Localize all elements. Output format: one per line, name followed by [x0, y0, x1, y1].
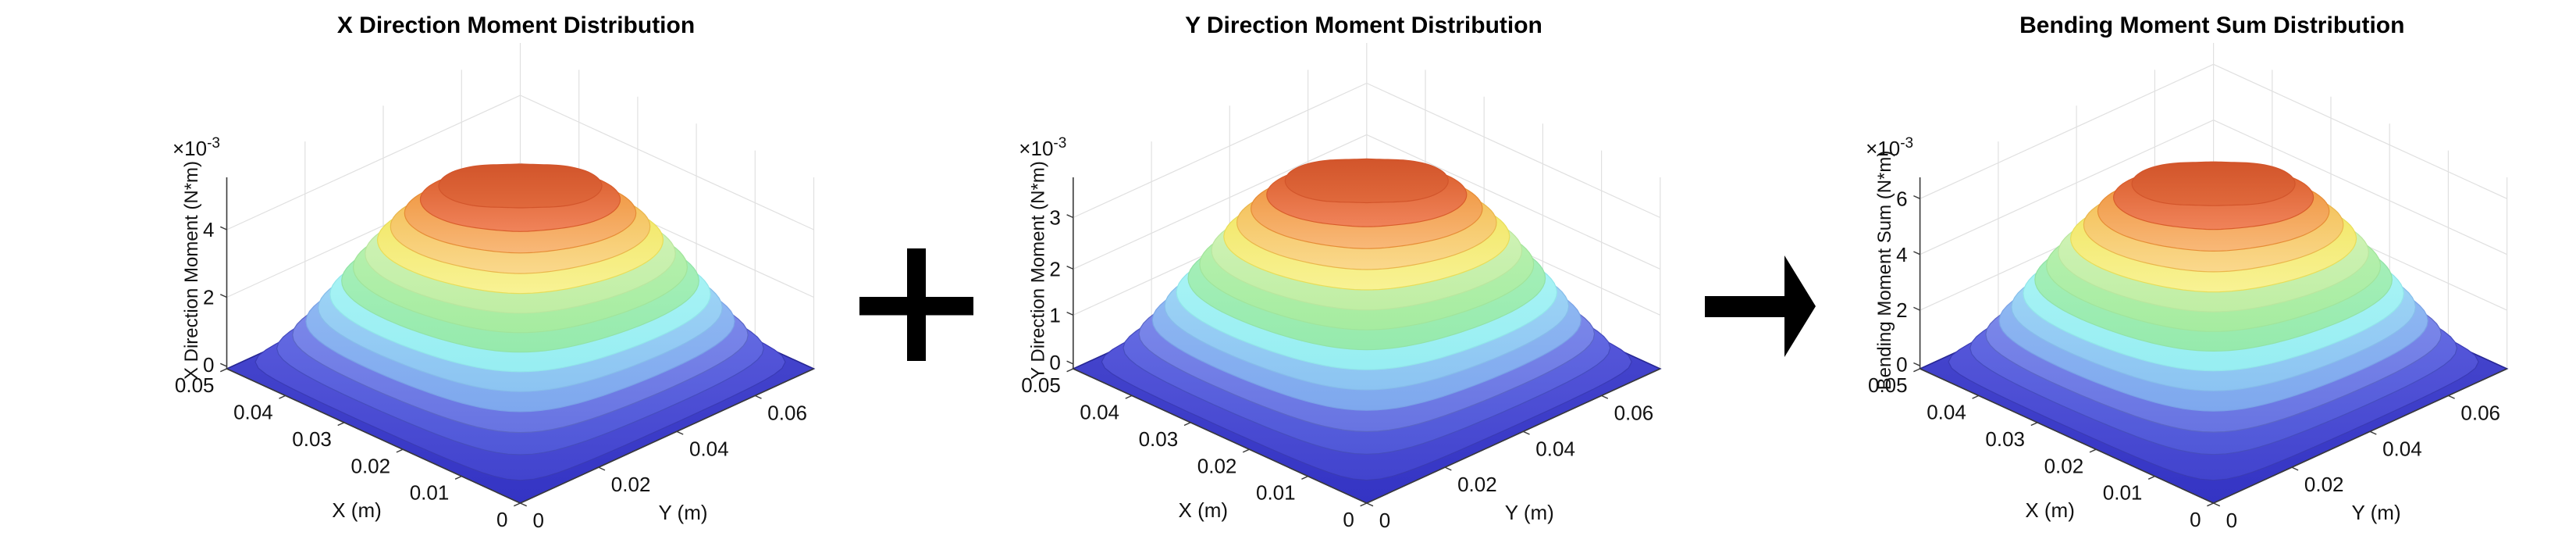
- svg-text:0: 0: [1343, 508, 1354, 531]
- svg-text:0: 0: [533, 509, 544, 532]
- svg-text:0.01: 0.01: [2103, 481, 2143, 505]
- svg-text:Y (m): Y (m): [658, 501, 707, 524]
- svg-text:0: 0: [2190, 508, 2201, 531]
- svg-text:0.06: 0.06: [1614, 402, 1654, 425]
- svg-text:Y (m): Y (m): [1505, 501, 1554, 524]
- svg-text:0.06: 0.06: [767, 402, 807, 425]
- svg-text:3: 3: [1049, 206, 1060, 230]
- svg-text:0.02: 0.02: [1197, 454, 1237, 477]
- svg-text:X Direction Moment (N*m): X Direction Moment (N*m): [181, 161, 202, 380]
- svg-text:0: 0: [1049, 351, 1060, 374]
- svg-text:Y Direction Moment (N*m): Y Direction Moment (N*m): [1027, 161, 1048, 380]
- svg-text:4: 4: [203, 218, 214, 241]
- svg-text:0.05: 0.05: [1021, 373, 1061, 397]
- svg-text:0.04: 0.04: [689, 437, 729, 460]
- svg-text:X Direction Moment Distributio: X Direction Moment Distribution: [337, 12, 695, 38]
- svg-text:0.04: 0.04: [2382, 437, 2422, 460]
- svg-text:0.02: 0.02: [350, 454, 390, 477]
- svg-text:0.05: 0.05: [175, 373, 215, 397]
- svg-text:0: 0: [1896, 352, 1907, 376]
- svg-text:0.04: 0.04: [1927, 401, 1966, 424]
- svg-text:0.01: 0.01: [1256, 481, 1296, 505]
- svg-text:0.03: 0.03: [292, 427, 332, 451]
- svg-text:X (m): X (m): [1179, 498, 1229, 522]
- svg-text:0.02: 0.02: [2044, 454, 2084, 477]
- svg-text:0.02: 0.02: [2304, 473, 2344, 496]
- svg-text:Bending Moment Sum (N*m): Bending Moment Sum (N*m): [1874, 151, 1895, 391]
- svg-text:X (m): X (m): [332, 498, 382, 522]
- svg-text:0: 0: [2226, 509, 2237, 532]
- svg-text:2: 2: [1049, 258, 1060, 281]
- svg-text:X (m): X (m): [2025, 498, 2075, 522]
- svg-text:4: 4: [1896, 243, 1907, 266]
- svg-text:0.04: 0.04: [233, 401, 273, 424]
- svg-text:0.03: 0.03: [1139, 427, 1179, 451]
- svg-text:6: 6: [1896, 187, 1907, 210]
- svg-text:0.03: 0.03: [1985, 427, 2025, 451]
- svg-text:Y (m): Y (m): [2352, 501, 2401, 524]
- svg-text:0.04: 0.04: [1535, 437, 1575, 460]
- svg-text:0.04: 0.04: [1080, 401, 1119, 424]
- svg-text:0.05: 0.05: [1868, 373, 1908, 397]
- svg-text:0.02: 0.02: [611, 473, 651, 496]
- svg-text:2: 2: [203, 286, 214, 309]
- svg-text:2: 2: [1896, 298, 1907, 322]
- svg-text:0.01: 0.01: [410, 481, 450, 505]
- svg-text:1: 1: [1049, 303, 1060, 327]
- svg-text:0.06: 0.06: [2460, 402, 2500, 425]
- svg-text:Bending Moment Sum Distributio: Bending Moment Sum Distribution: [2019, 12, 2404, 38]
- svg-text:Y Direction Moment Distributio: Y Direction Moment Distribution: [1185, 12, 1542, 38]
- svg-text:0: 0: [203, 353, 214, 377]
- svg-text:0: 0: [1379, 509, 1390, 532]
- svg-text:0.02: 0.02: [1457, 473, 1497, 496]
- svg-text:0: 0: [496, 508, 507, 531]
